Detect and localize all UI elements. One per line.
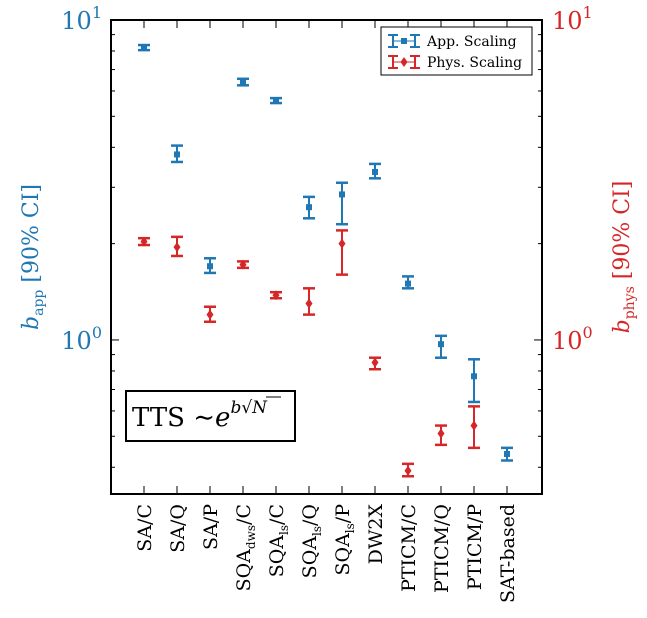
x-tick-label-main: PTICM/P bbox=[464, 504, 486, 590]
x-tick-label: PTICM/P bbox=[464, 504, 486, 590]
x-tick-label-main: SA/P bbox=[200, 504, 222, 550]
data-point bbox=[504, 451, 510, 458]
y-tick-label-right: 100 bbox=[552, 323, 593, 355]
legend-box bbox=[380, 26, 533, 76]
y-tick-label-left: 101 bbox=[61, 3, 102, 35]
x-tick-label-main: SQA bbox=[266, 535, 288, 578]
x-tick-label-tail: /C bbox=[266, 504, 288, 525]
x-tick-label: SA/C bbox=[134, 504, 156, 552]
x-tick-label-main: SQA bbox=[299, 536, 321, 579]
y-axis-label-right-main: b bbox=[610, 319, 635, 333]
data-point bbox=[438, 341, 444, 348]
legend-marker bbox=[400, 57, 408, 67]
data-point bbox=[207, 263, 213, 270]
data-point bbox=[272, 290, 280, 301]
x-tick-label-tail: /P bbox=[332, 504, 354, 523]
y-tick-exp: 1 bbox=[583, 3, 593, 22]
data-point bbox=[339, 191, 345, 198]
x-tick-label: DW2X bbox=[365, 504, 387, 565]
x-tick-label-sub: ls bbox=[343, 523, 357, 533]
data-point bbox=[471, 373, 477, 380]
annotation-prefix: TTS bbox=[132, 403, 193, 433]
series-app bbox=[138, 43, 513, 462]
legend-marker bbox=[401, 38, 407, 44]
annotation-sqrt: √ bbox=[241, 398, 252, 418]
x-tick-label-tail: /C bbox=[233, 504, 255, 525]
data-point bbox=[273, 97, 279, 104]
x-tick-label-main: SQA bbox=[332, 533, 354, 576]
x-tick-label: PTICM/Q bbox=[431, 504, 453, 593]
data-point bbox=[239, 259, 247, 270]
x-tick-label-main: SA/Q bbox=[167, 504, 189, 553]
x-tick-label-main: DW2X bbox=[365, 504, 387, 565]
x-tick-label-main: PTICM/C bbox=[398, 504, 420, 592]
x-tick-label-tail: /Q bbox=[299, 504, 321, 526]
annotation-base: e bbox=[215, 403, 230, 433]
x-tick-label-sub: ls bbox=[310, 526, 324, 536]
data-point bbox=[173, 242, 181, 253]
y-axis-label-right-sub: phys bbox=[622, 286, 638, 319]
data-point bbox=[372, 168, 378, 175]
x-tick-label-main: SQA bbox=[233, 549, 255, 592]
x-tick-label: SQAls/Q bbox=[299, 504, 324, 578]
data-point bbox=[338, 238, 346, 249]
y-axis-label-left-tail: [90% CI] bbox=[19, 184, 44, 290]
y-axis-label-left-main: b bbox=[19, 316, 44, 330]
x-tick-label: PTICM/C bbox=[398, 504, 420, 592]
x-tick-label-main: SAT-based bbox=[497, 504, 519, 603]
x-tick-label-main: SA/C bbox=[134, 504, 156, 552]
annotation-exp-n: N bbox=[251, 398, 268, 418]
legend-label: Phys. Scaling bbox=[427, 55, 522, 71]
y-tick-exp: 0 bbox=[92, 323, 102, 342]
data-point bbox=[470, 420, 478, 431]
x-tick-label-sub: ls bbox=[277, 525, 291, 535]
y-tick-base: 10 bbox=[61, 327, 92, 355]
annotation-exp-b: b bbox=[230, 398, 241, 418]
x-tick-label-main: PTICM/Q bbox=[431, 504, 453, 593]
x-tick-label: SA/P bbox=[200, 504, 222, 550]
y-axis-label-right: bphys [90% CI] bbox=[610, 181, 638, 334]
data-point bbox=[437, 428, 445, 439]
y-tick-exp: 0 bbox=[583, 323, 593, 342]
data-point bbox=[240, 79, 246, 86]
x-tick-label: SQAls/C bbox=[266, 504, 291, 577]
data-point bbox=[140, 236, 148, 247]
x-tick-label: SQAdws/C bbox=[233, 504, 258, 591]
y-tick-exp: 1 bbox=[92, 3, 102, 22]
x-tick-label-sub: dws bbox=[244, 525, 258, 549]
y-tick-base: 10 bbox=[552, 327, 583, 355]
annotation-box bbox=[125, 390, 296, 442]
data-point bbox=[174, 151, 180, 158]
data-point bbox=[141, 44, 147, 51]
data-point bbox=[305, 298, 313, 309]
data-point bbox=[306, 204, 312, 211]
annotation-sim: ∼ bbox=[193, 403, 215, 433]
y-tick-label-left: 100 bbox=[61, 323, 102, 355]
x-tick-label: SA/Q bbox=[167, 504, 189, 553]
data-point bbox=[404, 465, 412, 476]
y-axis-label-left-sub: app bbox=[31, 290, 47, 316]
y-tick-base: 10 bbox=[61, 7, 92, 35]
y-tick-base: 10 bbox=[552, 7, 583, 35]
plot-frame bbox=[110, 19, 543, 495]
data-point bbox=[206, 309, 214, 320]
annotation-text: TTS ∼eb√N bbox=[132, 398, 268, 433]
data-point bbox=[371, 357, 379, 368]
y-axis-label-right-tail: [90% CI] bbox=[610, 181, 635, 287]
x-tick-label: SAT-based bbox=[497, 504, 519, 603]
x-tick-label: SQAls/P bbox=[332, 504, 357, 576]
y-axis-label-left: bapp [90% CI] bbox=[19, 184, 47, 330]
y-tick-label-right: 101 bbox=[552, 3, 593, 35]
legend-label: App. Scaling bbox=[426, 34, 517, 50]
data-point bbox=[405, 280, 411, 287]
